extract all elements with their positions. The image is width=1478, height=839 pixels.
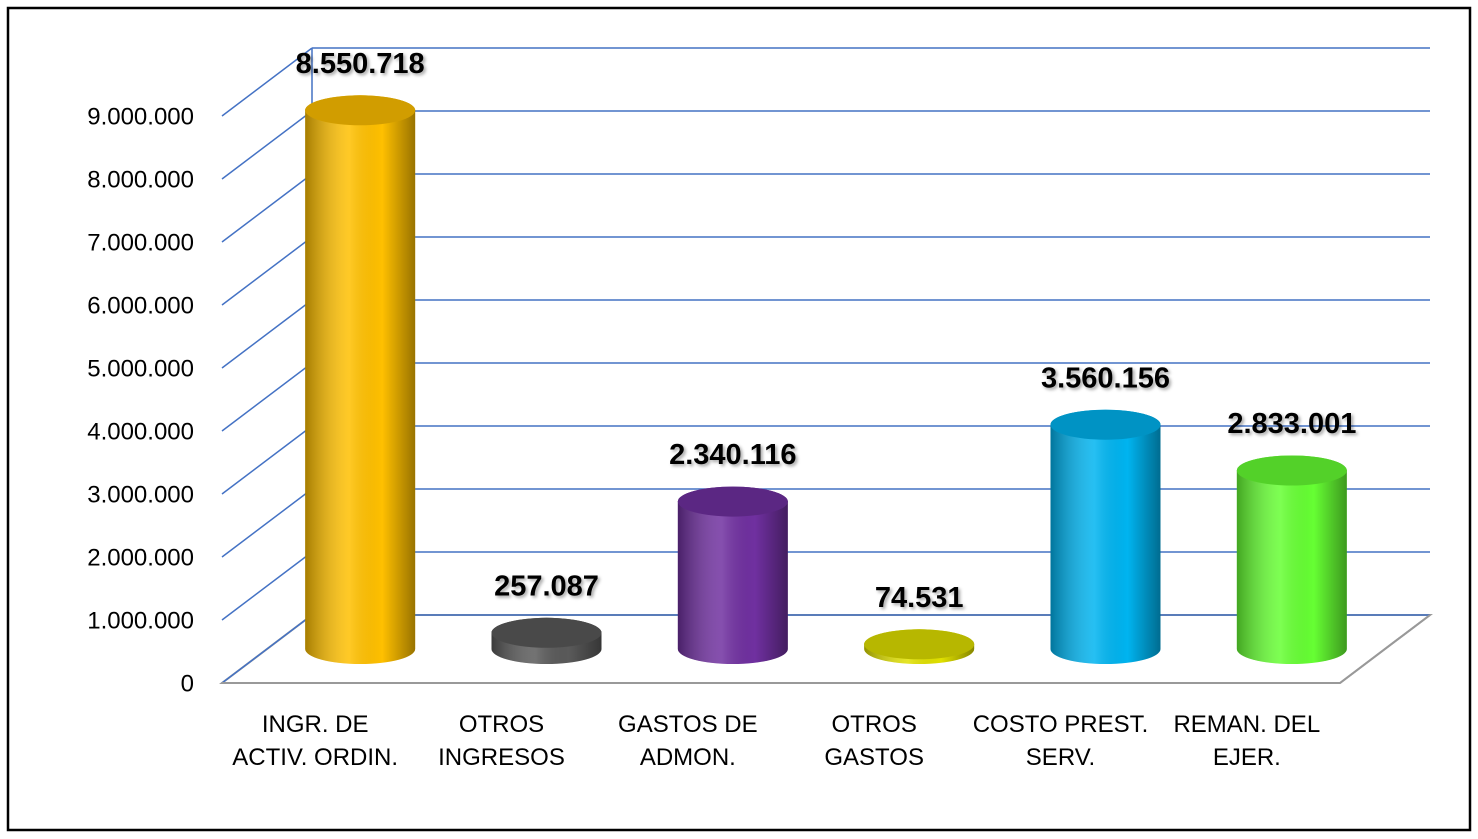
bar-shade bbox=[677, 486, 788, 665]
x-tick-label: GASTOS DE ADMON. bbox=[618, 711, 758, 771]
grid-line-side bbox=[221, 299, 313, 369]
grid-line-side bbox=[221, 236, 313, 306]
y-tick-label: 1.000.000 bbox=[87, 607, 194, 634]
x-tick-label: INGR. DE ACTIV. ORDIN. bbox=[232, 711, 399, 771]
y-tick-label: 5.000.000 bbox=[87, 355, 194, 382]
grid-line-side bbox=[221, 173, 313, 243]
grid-line-side bbox=[221, 425, 313, 495]
grid-line-side bbox=[221, 488, 313, 558]
grid-line-side bbox=[221, 614, 313, 684]
bar-top-shade bbox=[677, 486, 788, 517]
x-tick-label: OTROS GASTOS bbox=[824, 711, 924, 771]
bar-shade bbox=[1050, 409, 1161, 665]
bar-top bbox=[305, 95, 416, 126]
bar-top bbox=[1236, 455, 1347, 486]
x-tick-label: COSTO PREST. SERV. bbox=[972, 711, 1149, 771]
y-tick-label: 8.000.000 bbox=[87, 166, 194, 193]
bar-top-shade bbox=[1236, 455, 1347, 486]
y-tick-label: 7.000.000 bbox=[87, 229, 194, 256]
bar-top-shade bbox=[864, 629, 975, 660]
grid-line-side bbox=[221, 110, 313, 180]
grid-line-side bbox=[221, 47, 313, 117]
y-tick-label: 6.000.000 bbox=[87, 292, 194, 319]
floor-side bbox=[1339, 614, 1431, 684]
y-tick-label: 3.000.000 bbox=[87, 481, 194, 508]
grid-line-side bbox=[221, 551, 313, 621]
value-label: 2.340.116 bbox=[669, 439, 796, 471]
y-tick-label: 0 bbox=[181, 670, 194, 697]
bar-top-shade bbox=[491, 617, 602, 648]
bar-top-shade bbox=[1050, 409, 1161, 440]
x-tick-label: REMAN. DEL EJER. bbox=[1173, 711, 1321, 771]
bar-top bbox=[864, 629, 975, 660]
bar-top bbox=[1050, 409, 1161, 440]
grid-line-side bbox=[221, 362, 313, 432]
bar-top bbox=[491, 617, 602, 648]
y-tick-label: 4.000.000 bbox=[87, 418, 194, 445]
value-label: 74.531 bbox=[875, 582, 964, 614]
y-tick-label: 9.000.000 bbox=[87, 103, 194, 130]
x-tick-label: OTROS INGRESOS bbox=[438, 711, 565, 771]
frame bbox=[6, 6, 1472, 832]
bar-top-shade bbox=[305, 95, 416, 126]
value-label: 8.550.718 bbox=[296, 48, 425, 80]
bar-shade bbox=[1236, 455, 1347, 665]
value-label: 257.087 bbox=[494, 570, 599, 602]
value-label: 2.833.001 bbox=[1227, 408, 1356, 440]
bar-shade bbox=[305, 95, 416, 665]
bar-top bbox=[677, 486, 788, 517]
y-tick-label: 2.000.000 bbox=[87, 544, 194, 571]
value-label: 3.560.156 bbox=[1041, 362, 1170, 394]
